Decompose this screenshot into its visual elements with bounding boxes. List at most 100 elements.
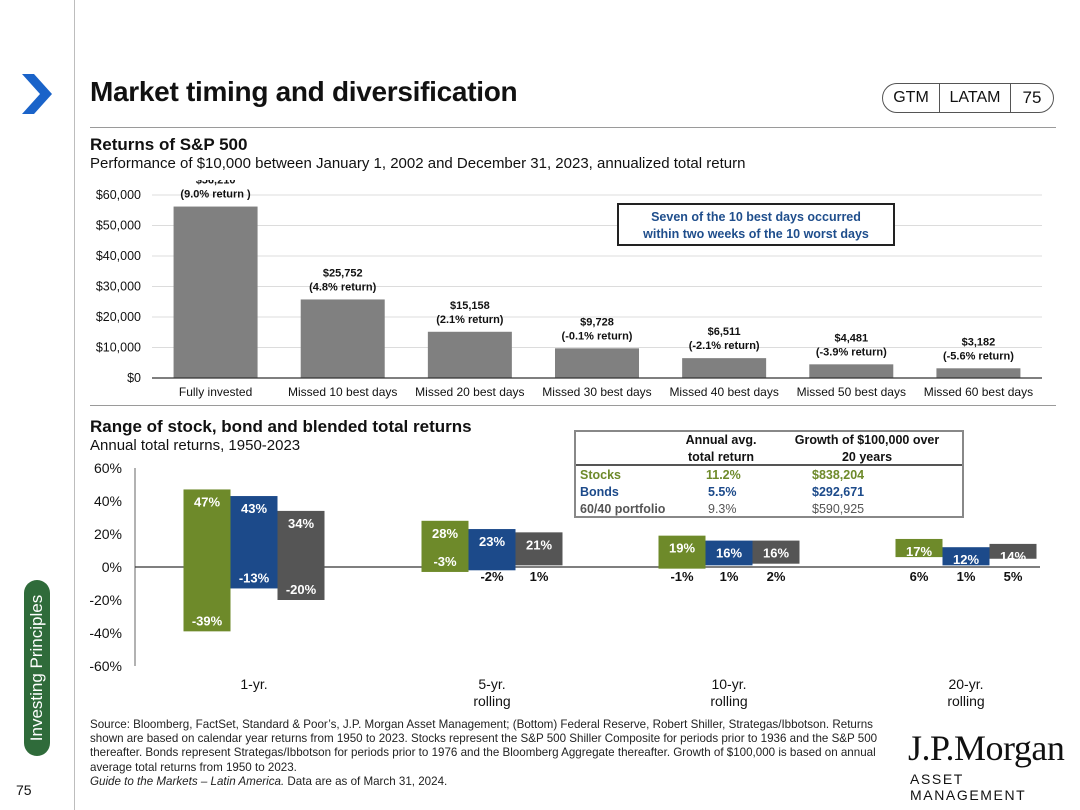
bar-max-label: 12%	[953, 552, 979, 567]
section-tab	[24, 580, 50, 756]
x-category-label: Missed 50 best days	[797, 385, 906, 399]
x-category-label: Missed 30 best days	[542, 385, 651, 399]
y-tick-label: $0	[127, 371, 141, 385]
x-category-label: Missed 40 best days	[669, 385, 778, 399]
x-group-label: 20-yr.	[948, 676, 983, 692]
range-bar	[421, 520, 469, 572]
bar-min-label: 1%	[720, 569, 739, 584]
range-bar	[752, 540, 800, 564]
badge-gtm: GTM	[883, 84, 940, 112]
bar	[173, 206, 258, 378]
bar-return-label: (2.1% return)	[436, 314, 504, 326]
top-section-title: Returns of S&P 500	[90, 135, 248, 154]
bar-min-label: 1%	[530, 569, 549, 584]
bar-return-label: (-3.9% return)	[816, 346, 887, 358]
guide-date: Data are as of March 31, 2024.	[284, 774, 448, 788]
bar-max-label: 34%	[288, 516, 314, 531]
bar-min-label: 6%	[910, 569, 929, 584]
bar-value-label: $56,210	[196, 180, 236, 187]
bar-return-label: (-5.6% return)	[943, 350, 1014, 362]
range-bar	[183, 489, 231, 632]
bar-max-label: 16%	[763, 546, 789, 561]
y-tick-label: 60%	[94, 460, 122, 476]
bar-min-label: 1%	[957, 569, 976, 584]
bar	[555, 348, 639, 378]
table-row-bonds-label: Bonds	[580, 485, 619, 499]
bar	[809, 364, 894, 378]
bar-max-label: 19%	[669, 541, 695, 556]
section-tab-label: Investing Principles	[27, 594, 46, 742]
bar-max-label: 28%	[432, 526, 458, 541]
top-section-subtitle: Performance of $10,000 between January 1…	[90, 155, 746, 172]
range-bar	[658, 535, 706, 569]
bar	[682, 358, 767, 378]
bar-min-label: 5%	[1004, 569, 1023, 584]
x-category-label: Missed 20 best days	[415, 385, 524, 399]
x-category-label: Missed 60 best days	[924, 385, 1033, 399]
source-note: Source: Bloomberg, FactSet, Standard & P…	[90, 718, 900, 789]
bar-max-label: 47%	[194, 494, 220, 509]
y-tick-label: -60%	[89, 658, 122, 674]
table-row-stocks-growth: $838,204	[812, 468, 865, 482]
table-row-blend-avg: 9.3%	[708, 502, 737, 516]
bar-max-label: 43%	[241, 501, 267, 516]
table-row-bonds-avg: 5.5%	[708, 485, 737, 499]
bar-value-label: $15,158	[450, 300, 490, 312]
table-row-blend-growth: $590,925	[812, 502, 865, 516]
x-group-label: rolling	[710, 693, 747, 709]
bottom-section-title: Range of stock, bond and blended total r…	[90, 417, 472, 436]
bar-value-label: $9,728	[580, 316, 614, 328]
y-tick-label: -40%	[89, 625, 122, 641]
jpmorgan-logo: J.P.Morgan	[908, 728, 1065, 768]
header-rule	[90, 127, 1056, 128]
sp500-returns-chart: $0 $10,000 $20,000 $30,000 $40,000 $50,000 $60…	[96, 180, 1042, 399]
table-row-stocks-label: Stocks	[580, 468, 621, 482]
guide-title: Guide to the Markets – Latin America.	[90, 774, 285, 788]
table-row-blend-label: 60/40 portfolio	[580, 502, 666, 516]
y-tick-label: -20%	[89, 592, 122, 608]
bar-min-label: -1%	[670, 569, 694, 584]
source-text: Source: Bloomberg, FactSet, Standard & P…	[90, 718, 878, 774]
y-tick-label: $40,000	[96, 249, 141, 263]
y-tick-label: $60,000	[96, 188, 141, 202]
badge-page: 75	[1022, 88, 1042, 107]
range-bar	[468, 529, 516, 571]
x-category-label: Missed 10 best days	[288, 385, 397, 399]
bar-max-label: 21%	[526, 537, 552, 552]
returns-range-chart: -60% -40% -20% 0% 20% 40% 60% 47% -39% 43% -13% 34%…	[89, 460, 1040, 709]
x-group-label: 10-yr.	[711, 676, 746, 692]
bar-return-label: (9.0% return )	[180, 189, 251, 201]
chevron-right-icon	[22, 74, 52, 114]
table-header-growth-line1: Growth of $100,000 over	[794, 433, 940, 447]
badge-region: LATAM	[940, 84, 1011, 112]
range-bar	[895, 538, 943, 558]
bar-value-label: $25,752	[323, 267, 363, 279]
table-row-stocks-avg: 11.2%	[706, 468, 741, 482]
x-group-label: 1-yr.	[240, 676, 267, 692]
range-bar	[705, 540, 753, 566]
y-tick-label: $20,000	[96, 310, 141, 324]
y-tick-label: 0%	[102, 559, 122, 575]
range-bar	[942, 547, 990, 566]
bottom-section-subtitle: Annual total returns, 1950-2023	[90, 437, 301, 454]
table-header-growth-line2: 20 years	[841, 450, 893, 464]
section-rule	[90, 405, 1056, 406]
page-number: 75	[16, 782, 32, 798]
returns-table: Annual avg. total return Growth of $100,…	[574, 430, 964, 518]
bar	[936, 368, 1021, 378]
y-tick-label: 20%	[94, 526, 122, 542]
bar-return-label: (-2.1% return)	[689, 340, 760, 352]
bar-min-label: -3%	[433, 554, 457, 569]
y-tick-label: $50,000	[96, 219, 141, 233]
page-title: Market timing and diversification	[90, 76, 518, 107]
callout-line-1: Seven of the 10 best days occurred	[651, 210, 861, 224]
bar-min-label: -20%	[286, 582, 317, 597]
bar-value-label: $3,182	[962, 336, 996, 348]
table-header-avg-line1: Annual avg.	[685, 433, 757, 447]
range-bar	[989, 543, 1037, 559]
bar-return-label: (4.8% return)	[309, 281, 377, 293]
callout-line-2: within two weeks of the 10 worst days	[643, 227, 869, 241]
table-row-bonds-growth: $292,671	[812, 485, 865, 499]
bar-max-label: 17%	[906, 544, 932, 559]
left-divider	[74, 0, 75, 810]
